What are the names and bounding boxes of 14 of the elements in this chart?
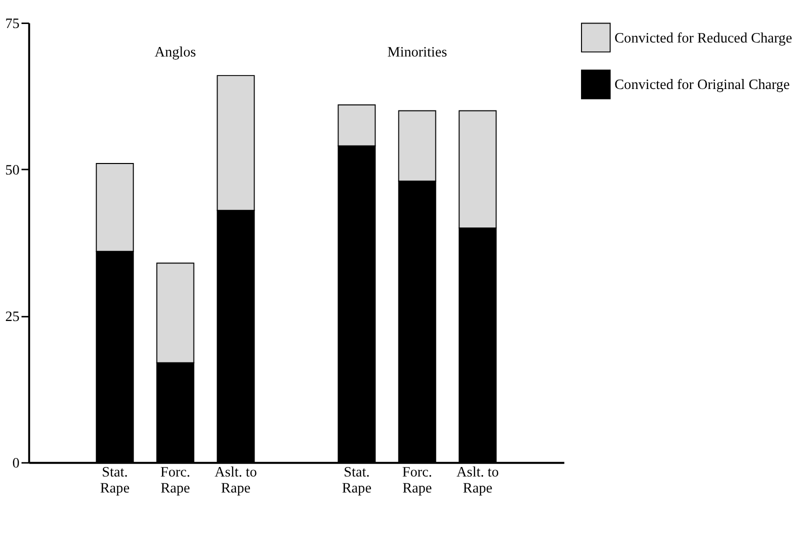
y-tick-label: 0 xyxy=(12,456,20,472)
y-tick-label: 50 xyxy=(5,162,20,179)
annotation: Anglos xyxy=(154,44,196,60)
legend-label: Convicted for Reduced Charge xyxy=(614,30,792,46)
x-tick-label: Stat. Rape xyxy=(100,464,130,496)
x-tick-label: Stat. Rape xyxy=(342,464,372,496)
x-tick-label: Aslt. to Rape xyxy=(456,464,499,496)
annotation: Minorities xyxy=(387,44,448,60)
x-tick-label: Forc. Rape xyxy=(402,464,432,496)
x-tick-label: Aslt. to Rape xyxy=(214,464,257,496)
y-tick-label: 75 xyxy=(5,16,20,32)
legend-label: Convicted for Original Charge xyxy=(614,77,790,94)
x-tick-label: Forc. Rape xyxy=(160,464,190,496)
y-tick-label: 25 xyxy=(5,309,20,326)
